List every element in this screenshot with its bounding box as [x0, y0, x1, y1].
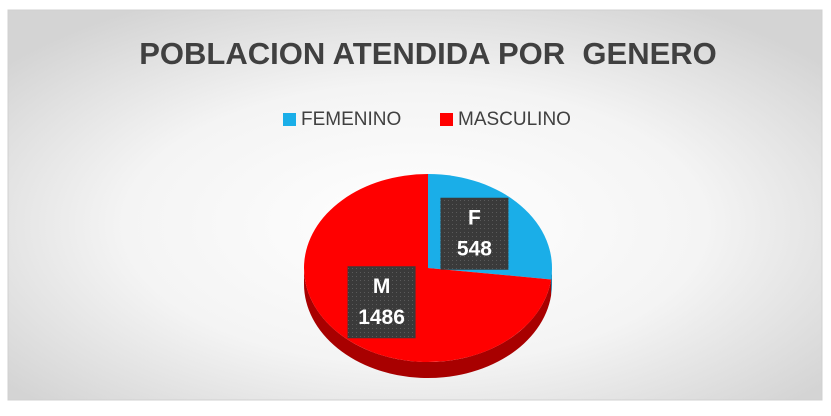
chart-title: POBLACION ATENDIDA POR GENERO [139, 36, 717, 71]
data-label-name: M [373, 275, 391, 298]
data-label-box [347, 266, 416, 339]
legend-label: MASCULINO [458, 109, 571, 130]
pie-side [304, 268, 552, 378]
legend-label: FEMENINO [301, 109, 401, 130]
data-label-name: F [468, 206, 481, 229]
data-label-value: 548 [457, 237, 492, 260]
legend-swatch [440, 113, 453, 126]
data-label-value: 1486 [358, 306, 405, 329]
legend-swatch [283, 113, 296, 126]
pie-side [551, 268, 552, 296]
data-label-box [440, 197, 509, 270]
